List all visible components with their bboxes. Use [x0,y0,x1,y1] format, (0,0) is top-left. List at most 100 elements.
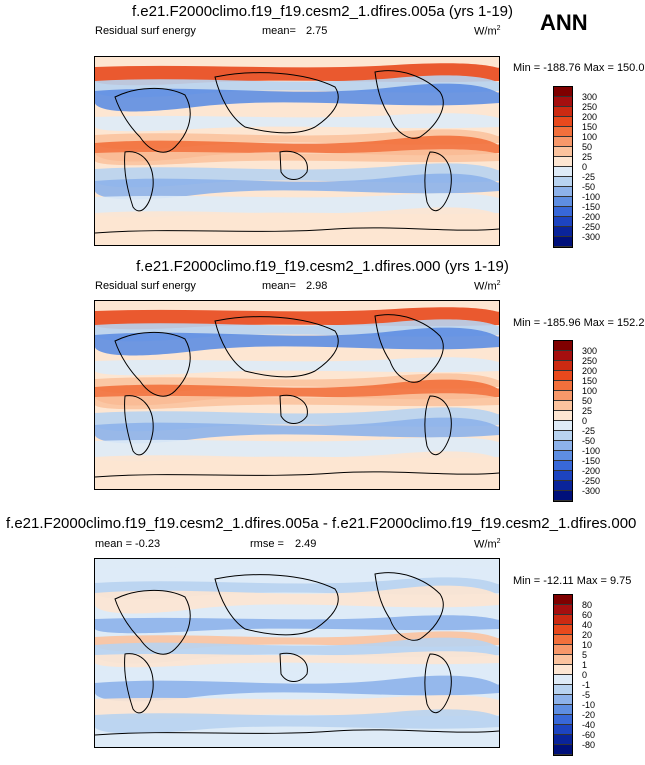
colorbar-tick-label: -250 [582,222,601,232]
colorbar-tick-label: -150 [582,202,601,212]
colorbar-swatch [554,197,572,207]
colorbar-tick-label: -100 [582,446,601,456]
colorbar-swatch [554,207,572,217]
colorbar-swatch [554,715,572,725]
panel-3-title: f.e21.F2000climo.f19_f19.cesm2_1.dfires.… [6,515,637,532]
colorbar-swatch [554,157,572,167]
colorbar-tick-label: 150 [582,122,598,132]
colorbar-tick-label: 150 [582,376,598,386]
colorbar-swatch [554,391,572,401]
colorbar-swatch [554,461,572,471]
panel-1-units: W/m2 [474,25,501,38]
colorbar-tick-label: -5 [582,690,591,700]
colorbar-tick-label: -25 [582,172,596,182]
panel-2-title: f.e21.F2000climo.f19_f19.cesm2_1.dfires.… [136,258,509,275]
panel-1-variable-label: Residual surf energy [95,25,196,37]
colorbar-tick-label: 5 [582,650,588,660]
colorbar-tick-label: 80 [582,600,593,610]
colorbar-swatch [554,187,572,197]
colorbar-tick-label: -50 [582,182,596,192]
colorbar-tick-label: 250 [582,102,598,112]
colorbar-swatch [554,361,572,371]
colorbar-tick-label: -80 [582,740,596,750]
panel-2-map [94,300,500,490]
colorbar-swatch [554,137,572,147]
colorbar-swatch [554,341,572,351]
colorbar-swatch [554,735,572,745]
colorbar-tick-label: 100 [582,132,598,142]
colorbar-tick-label: -200 [582,466,601,476]
panel-1-title: f.e21.F2000climo.f19_f19.cesm2_1.dfires.… [131,3,514,20]
colorbar-tick-label: -20 [582,710,596,720]
colorbar-tick-label: 40 [582,620,593,630]
colorbar-tick-label: 0 [582,416,588,426]
panel-3-minmax: Min = -12.11 Max = 9.75 [513,575,632,587]
colorbar-tick-label: -300 [582,232,601,242]
colorbar-swatch [554,745,572,755]
colorbar-swatch [554,685,572,695]
colorbar-swatch [554,227,572,237]
colorbar-swatch [554,97,572,107]
colorbar-swatch [554,127,572,137]
colorbar-tick-label: 1 [582,660,588,670]
colorbar-tick-label: -25 [582,426,596,436]
colorbar-tick-label: 300 [582,92,598,102]
colorbar-swatch [554,217,572,227]
colorbar-swatch [554,635,572,645]
colorbar-swatch [554,615,572,625]
colorbar-tick-label: 200 [582,366,598,376]
colorbar-tick-label: -250 [582,476,601,486]
colorbar-tick-label: -100 [582,192,601,202]
colorbar-swatch [554,421,572,431]
panel-3-mean-label: mean = -0.23 [95,538,161,550]
colorbar-tick-label: 250 [582,356,598,366]
panel-3-units: W/m2 [474,538,501,551]
colorbar-swatch [554,371,572,381]
colorbar-swatch [554,675,572,685]
colorbar-swatch [554,401,572,411]
colorbar-tick-label: 20 [582,630,593,640]
panel-2-stat-label: mean= [262,280,296,292]
colorbar-swatch [554,381,572,391]
colorbar-swatch [554,117,572,127]
colorbar-tick-label: 50 [582,142,593,152]
colorbar-tick-label: 0 [582,670,588,680]
colorbar-tick-label: -40 [582,720,596,730]
panel-3-map [94,558,500,748]
colorbar-swatch [554,665,572,675]
colorbar-tick-label: -1 [582,680,591,690]
panel-3-stat-value: 2.49 [295,538,317,550]
colorbar-swatch [554,625,572,635]
colorbar-tick-label: 300 [582,346,598,356]
colorbar-swatch [554,605,572,615]
colorbar-swatch [554,177,572,187]
colorbar-swatch [554,595,572,605]
season-label: ANN [540,10,588,35]
colorbar-swatch [554,87,572,97]
colorbar-swatch [554,491,572,501]
colorbar-swatch [554,167,572,177]
colorbar-swatch [554,725,572,735]
colorbar-tick-label: -300 [582,486,601,496]
colorbar-swatch [554,411,572,421]
colorbar-swatch [554,655,572,665]
colorbar-swatch [554,441,572,451]
panel-2-stat-value: 2.98 [306,280,328,292]
colorbar-swatch [554,695,572,705]
colorbar-swatch [554,451,572,461]
colorbar-tick-label: 0 [582,162,588,172]
colorbar-tick-label: 50 [582,396,593,406]
panel-1-stat-value: 2.75 [306,25,328,37]
panel-1-stat-label: mean= [262,25,296,37]
panel-2-minmax: Min = -185.96 Max = 152.21 [513,317,645,329]
colorbar-swatch [554,107,572,117]
panel-3-stat-label: rmse = [250,538,284,550]
colorbar-tick-label: -60 [582,730,596,740]
colorbar-tick-label: -150 [582,456,601,466]
panel-2-colorbar [553,340,573,502]
panel-3-colorbar [553,594,573,756]
panel-2-units: W/m2 [474,280,501,293]
colorbar-tick-label: -50 [582,436,596,446]
colorbar-swatch [554,147,572,157]
colorbar-tick-label: 60 [582,610,593,620]
